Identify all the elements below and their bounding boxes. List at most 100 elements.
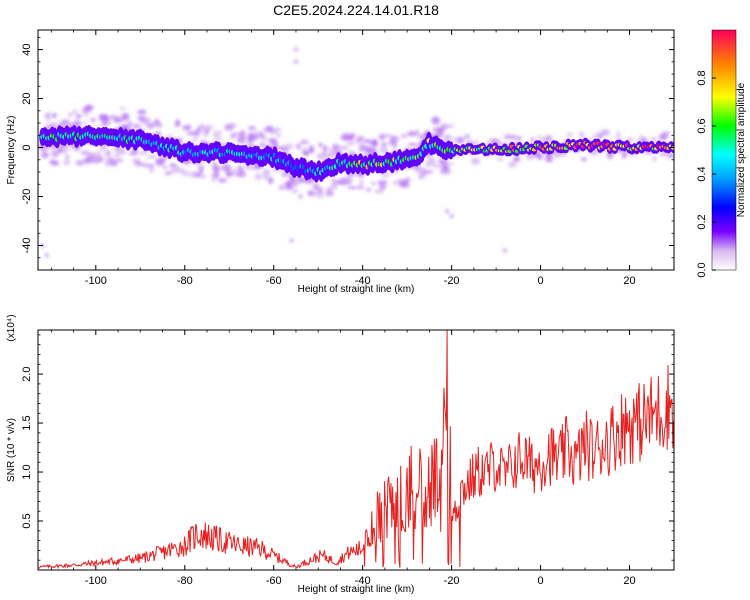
spectrogram-halo-blob: [99, 114, 109, 123]
spectrogram-halo-blob: [315, 192, 325, 199]
spectrogram-halo-blob: [90, 117, 97, 123]
spectrogram-halo-blob: [379, 185, 387, 190]
spectrogram-halo-blob: [362, 153, 369, 158]
colorbar-tick-label: 0.0: [696, 262, 708, 277]
spectrogram-halo-blob: [322, 145, 328, 153]
spectrogram-halo-blob: [96, 156, 105, 163]
spectrogram-halo-blob: [147, 154, 157, 159]
spectrogram-halo-blob: [51, 160, 60, 166]
y-tick-label: 2.0: [21, 366, 33, 381]
colorbar-tick-label: 0.8: [696, 70, 708, 85]
y-tick-label: 0.5: [21, 513, 33, 528]
spectrogram-halo-blob: [626, 137, 635, 142]
spectrogram-halo-blob: [291, 188, 299, 194]
spectrogram-halo-blob: [75, 114, 82, 119]
spectrogram-halo-blob: [357, 135, 365, 142]
spectrogram-halo-blob: [408, 142, 417, 147]
x-tick-label: -40: [355, 275, 371, 287]
spectrogram-frame: [37, 29, 675, 271]
x-tick-label: 20: [623, 275, 635, 287]
spectrogram-halo-blob: [218, 178, 228, 183]
spectrogram-halo-blob: [578, 131, 585, 137]
spectrogram-halo-blob: [319, 153, 329, 161]
spectrogram-halo-blob: [536, 134, 542, 140]
snr-y-label: SNR (10 * v/v): [6, 418, 17, 482]
spectrogram-halo-blob: [83, 113, 90, 117]
spectrogram-halo-blob: [132, 124, 141, 129]
spectrogram-halo-blob: [197, 131, 202, 137]
spectrogram-halo-blob: [516, 136, 522, 141]
spectrogram-halo-blob: [580, 157, 587, 162]
x-tick-label: -40: [355, 575, 371, 587]
spectrogram-halo-blob: [63, 159, 71, 165]
spectrogram-halo-blob: [149, 168, 154, 173]
spectrogram-halo-blob: [212, 165, 221, 173]
spectrogram-halo-blob: [237, 164, 243, 172]
y-tick-label: 1.0: [21, 464, 33, 479]
spectrogram-halo-blob: [276, 133, 281, 138]
spectrogram-halo-blob: [358, 179, 365, 185]
spectrogram-halo-blob: [82, 121, 88, 125]
spectrogram-halo-blob: [182, 125, 188, 131]
spectrogram-speckle: [445, 209, 450, 214]
spectrogram-halo-blob: [312, 183, 320, 191]
spectrogram-halo-blob: [276, 146, 281, 150]
snr-y-ticks: 0.5 1.0 1.5 2.0: [21, 334, 674, 561]
spectrogram-halo-blob: [283, 142, 294, 150]
spectrogram-halo-blob: [658, 133, 668, 141]
spectrogram-halo-blob: [340, 146, 349, 150]
spectrogram-halo-blob: [325, 187, 334, 191]
spectrogram-halo-blob: [178, 137, 183, 144]
spectrogram-halo-blob: [258, 133, 266, 138]
spectrogram-halo-blob: [213, 137, 223, 142]
spectrogram-halo-blob: [371, 181, 376, 186]
spectrogram-halo-blob: [379, 146, 389, 154]
spectrogram-halo-blob: [378, 133, 386, 140]
y-tick-label: -20: [21, 189, 33, 205]
spectrogram-halo-blob: [363, 139, 372, 143]
spectrogram-halo-blob: [356, 185, 365, 190]
spectrogram-halo-blob: [651, 137, 656, 141]
spectrogram-halo-blob: [268, 177, 274, 185]
spectrogram-halo-blob: [259, 142, 266, 148]
spectrogram-halo-blob: [545, 134, 553, 143]
x-tick-label: -60: [266, 275, 282, 287]
spectrogram-halo-blob: [470, 157, 481, 165]
spectrogram-halo-blob: [317, 187, 322, 195]
spectrogram-halo-blob: [197, 164, 205, 169]
spectrogram-halo-blob: [284, 186, 294, 190]
spectrogram-halo-blob: [347, 185, 358, 190]
spectrogram-halo-blob: [387, 141, 394, 146]
spectrogram-halo-blob: [195, 127, 203, 132]
y-tick-label: 20: [21, 92, 33, 104]
spectrogram-halo-blob: [431, 163, 442, 169]
spectrogram-halo-blob: [128, 152, 138, 156]
x-tick-label: -80: [177, 275, 193, 287]
spectrogram-halo-blob: [114, 118, 124, 123]
spectrogram-halo-blob: [261, 136, 268, 142]
spectrogram-halo-blob: [226, 170, 231, 178]
colorbar-tick-label: 0.6: [696, 118, 708, 133]
spectrogram-speckle: [298, 194, 303, 199]
snr-series-line: [38, 330, 674, 570]
y-tick-label: 1.5: [21, 415, 33, 430]
colorbar-tick-label: 0.4: [696, 166, 708, 181]
spectrogram-halo-blob: [169, 163, 178, 168]
spectrogram-halo-blob: [606, 151, 613, 160]
spectrogram-halo-blob: [274, 128, 282, 132]
spectrogram-halo-blob: [366, 188, 371, 192]
spectrogram-halo-blob: [659, 152, 667, 157]
spectrogram-halo-blob: [377, 179, 388, 186]
colorbar-ticks: 0.0 0.2 0.4 0.6 0.8: [696, 70, 716, 278]
spectrogram-heatmap: [38, 47, 674, 258]
spectrogram-halo-blob: [75, 160, 85, 166]
spectrogram-halo-blob: [443, 134, 452, 141]
spectrogram-halo-blob: [203, 131, 208, 138]
spectrogram-halo-blob: [600, 129, 611, 136]
spectrogram-halo-blob: [127, 121, 133, 128]
y-tick-label: 0: [21, 144, 33, 150]
spectrogram-halo-blob: [198, 124, 206, 129]
snr-panel: -100 -80 -60 -40 -20 0 20 0.5 1.0 1.5 2.0 Height …: [6, 314, 675, 595]
snr-plot-area: [38, 330, 674, 570]
x-tick-label: -80: [177, 575, 193, 587]
